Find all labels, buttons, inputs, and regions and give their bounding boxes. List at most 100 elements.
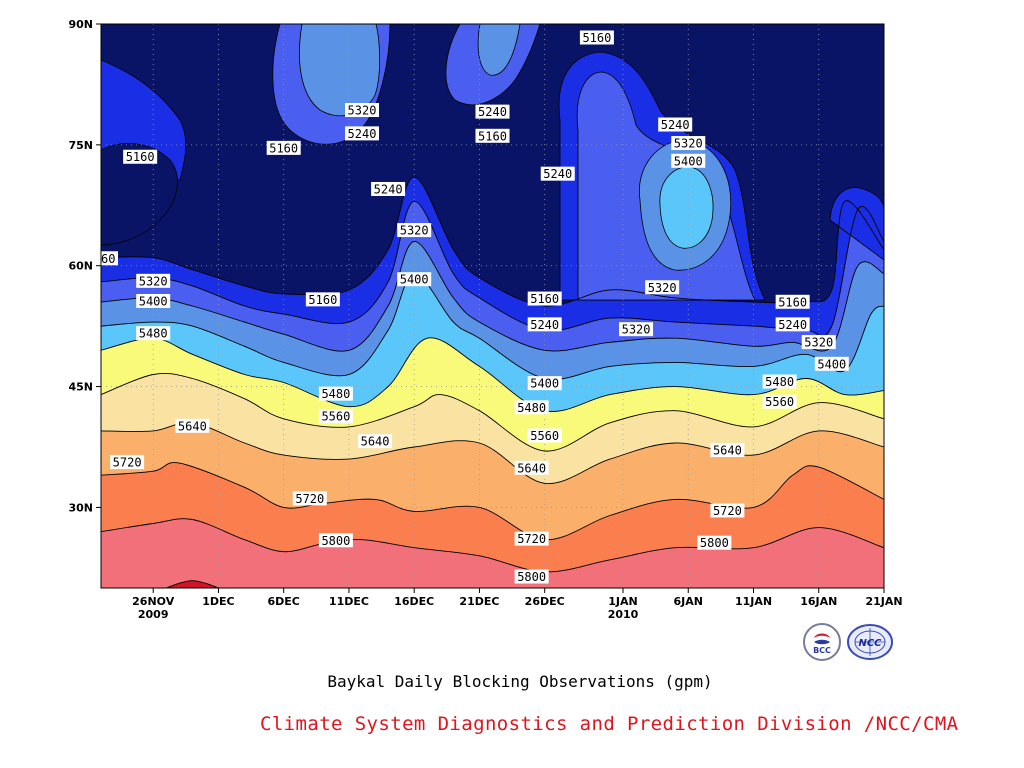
contour-label-box: [671, 136, 706, 151]
contour-label-box: [514, 569, 549, 584]
contour-label-box: [318, 533, 353, 548]
contour-lines: [101, 176, 884, 588]
contour-label-5320: 5320: [136, 273, 171, 288]
contour-band-5800: [101, 518, 884, 588]
contour-label-5160: 5160: [305, 292, 340, 307]
contour-label-box: [540, 166, 575, 181]
contour-label-box: [710, 503, 745, 518]
contour-line-5720: [101, 462, 884, 541]
contour-label-5160: 5160: [123, 149, 158, 164]
contour-label-text: 5320: [400, 224, 429, 238]
contour-label-5480: 5480: [136, 326, 171, 341]
y-tick-label: 30N: [68, 501, 93, 514]
contour-label-box: [527, 291, 562, 306]
contour-label-text: 5720: [113, 456, 142, 470]
contour-label-text: 5320: [348, 104, 377, 118]
contour-label-text: 5240: [778, 318, 807, 332]
contour-label-text: 5240: [543, 167, 572, 181]
contour-label-5640: 5640: [514, 460, 549, 475]
contour-label-5160: 5160: [579, 30, 614, 45]
x-tick-label: 11DEC: [329, 595, 369, 608]
contour-label-box: [814, 356, 849, 371]
contour-label-5320: 5320: [801, 335, 836, 350]
contour-label-box: [123, 149, 158, 164]
polar-core-west: [101, 143, 178, 246]
contour-label-text: 5320: [648, 281, 677, 295]
contour-label-box: [645, 280, 680, 295]
contour-label-text: 5560: [321, 410, 350, 424]
contour-label-5240: 5240: [775, 317, 810, 332]
contour-label-box: [136, 273, 171, 288]
contour-label-text: 5160: [530, 292, 559, 306]
contour-label-text: 5640: [178, 419, 207, 433]
contour-line-5320: [101, 241, 884, 352]
contour-label-5320: 5320: [345, 103, 379, 118]
ncc-logo: NCC: [847, 624, 893, 660]
x-tick-label: 6JAN: [674, 595, 703, 608]
y-tick-label: 90N: [68, 18, 93, 31]
chart-title: Baykal Daily Blocking Observations (gpm): [327, 672, 713, 691]
contour-label-box: [475, 128, 510, 143]
contour-label-box: [292, 491, 327, 506]
contour-label-box: [527, 376, 562, 391]
contour-label-box: [318, 386, 353, 401]
x-tick-label: 16JAN: [800, 595, 837, 608]
contour-label-text: 5800: [517, 570, 546, 584]
contour-label-box: [514, 460, 549, 475]
contour-label-text: 5800: [321, 534, 350, 548]
contour-label-5320: 5320: [645, 280, 680, 295]
contour-label-5480: 5480: [762, 374, 797, 389]
contour-label-text: 5160: [778, 295, 807, 309]
contour-label-5240: 5240: [540, 166, 575, 181]
contour-label-box: [305, 292, 340, 307]
x-tick-label: 16DEC: [394, 595, 434, 608]
contour-label-text: 5240: [478, 105, 507, 119]
contour-label-box: [136, 326, 171, 341]
contour-label-box: [101, 251, 118, 266]
contour-label-text: 5160: [269, 141, 298, 155]
contour-line-5400: [101, 273, 884, 380]
x-tick-label: 26NOV: [132, 595, 175, 608]
ncc-logo-text: NCC: [858, 638, 882, 649]
x-tick-label: 6DEC: [268, 595, 300, 608]
contour-label-text: 5320: [674, 137, 703, 151]
contour-features: [101, 24, 884, 301]
contour-label-5320: 5320: [619, 322, 654, 337]
contour-label-text: 5560: [765, 395, 794, 409]
contour-labels: 5160 5160 5320 5400 5480 5640 5720 5160 5160 5320…: [101, 30, 849, 584]
grid-lines: [101, 24, 884, 588]
contour-band-5880: [166, 580, 219, 588]
contour-label-5240: 5240: [475, 104, 510, 119]
x-tick-label: 21JAN: [865, 595, 902, 608]
bcc-logo-text: BCC: [813, 646, 831, 655]
contour-label-text: 5320: [804, 336, 833, 350]
contour-label-5480: 5480: [514, 400, 549, 415]
contour-label-5720: 5720: [110, 455, 145, 470]
contour-chart: 5160 5160 5320 5400 5480 5640 5720 5160 5160 5320…: [68, 18, 903, 621]
contour-label-text: 5160: [308, 293, 337, 307]
plot-frame: [100, 23, 885, 589]
contour-label-5160: 5160: [266, 140, 301, 155]
contour-label-text: 5240: [530, 318, 559, 332]
contour-label-text: 5240: [348, 127, 377, 141]
contour-label-text: 5160: [478, 129, 507, 143]
contour-line-5880: [166, 580, 219, 588]
y-axis: 30N 45N 60N 75N 90N: [68, 18, 101, 514]
contour-label-5160: 5160: [101, 251, 118, 266]
contour-label-5400: 5400: [527, 376, 562, 391]
contour-label-box: [775, 317, 810, 332]
contour-label-box: [397, 223, 432, 238]
contour-label-5720: 5720: [710, 503, 745, 518]
contour-label-text: 5160: [126, 150, 155, 164]
contour-label-5400: 5400: [397, 272, 432, 287]
contour-label-text: 5400: [817, 357, 846, 371]
contour-label-box: [345, 126, 379, 141]
contour-label-text: 5320: [139, 274, 168, 288]
contour-line-5800: [101, 518, 884, 573]
contour-label-5240: 5240: [658, 117, 693, 132]
contour-label-5720: 5720: [292, 491, 327, 506]
contour-label-box: [175, 418, 210, 433]
contour-label-5320: 5320: [671, 136, 706, 151]
x-tick-year-label: 2010: [608, 608, 639, 621]
